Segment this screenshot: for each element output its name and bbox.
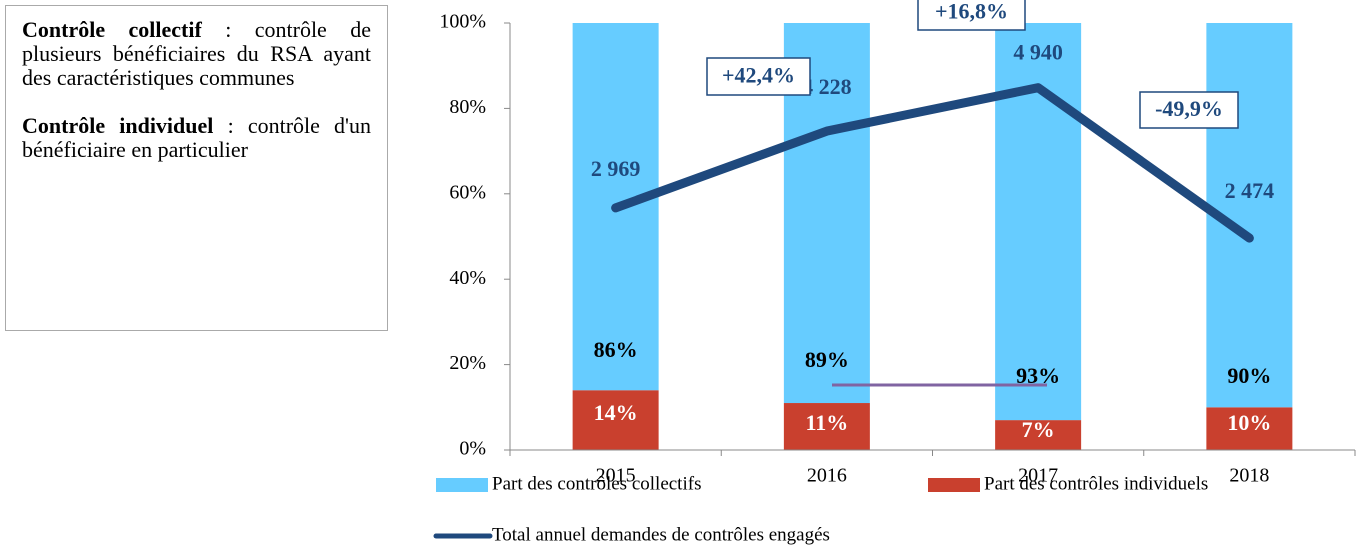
y-tick-label: 80% xyxy=(449,96,486,118)
value-label: 2 969 xyxy=(591,156,641,181)
value-label: 11% xyxy=(805,410,848,435)
annotation-box xyxy=(1139,91,1239,129)
bar xyxy=(783,403,870,450)
definition-text: : contrôle de plusieurs bénéficiaires du… xyxy=(22,17,372,90)
bar xyxy=(995,23,1082,421)
annotation: +42,4% xyxy=(722,63,795,88)
value-label: 93% xyxy=(1016,363,1060,388)
legend-swatch xyxy=(928,478,980,492)
definition-box: Contrôle collectif : contrôle de plusieu… xyxy=(5,5,388,331)
y-tick-label: 0% xyxy=(459,438,486,460)
annotation-box xyxy=(706,57,811,96)
value-label: 86% xyxy=(594,337,638,362)
value-label: 7% xyxy=(1022,417,1055,442)
legend-label: Part des contrôles individuels xyxy=(984,473,1208,494)
legend-swatch xyxy=(436,478,488,492)
value-label: 90% xyxy=(1227,363,1271,388)
annotation: +16,8% xyxy=(935,0,1008,24)
definition: Contrôle collectif : contrôle de plusieu… xyxy=(22,18,371,90)
x-tick-label: 2018 xyxy=(1229,465,1269,487)
definition: Contrôle individuel : contrôle d'un béné… xyxy=(22,114,371,162)
y-tick-label: 20% xyxy=(449,352,486,374)
value-label: 4 940 xyxy=(1013,40,1063,65)
annotation-box xyxy=(917,0,1026,31)
line xyxy=(611,83,1254,243)
y-tick-label: 100% xyxy=(439,11,486,33)
annotation: -49,9% xyxy=(1155,96,1223,121)
x-tick-label: 2015 xyxy=(596,465,636,487)
term: Contrôle collectif xyxy=(22,17,202,42)
legend-label: Part des contrôles collectifs xyxy=(492,473,701,494)
value-label: 89% xyxy=(805,347,849,372)
legend-label: Total annuel demandes de contrôles engag… xyxy=(492,524,830,545)
x-tick-label: 2016 xyxy=(807,465,847,487)
term: Contrôle individuel xyxy=(22,113,214,138)
y-tick-label: 60% xyxy=(449,181,486,203)
value-label: 14% xyxy=(594,400,638,425)
value-label: 2 474 xyxy=(1225,178,1275,203)
definition-text: : contrôle d'un bénéficiaire en particul… xyxy=(22,113,372,162)
bar xyxy=(572,390,659,450)
x-tick-label: 2017 xyxy=(1018,465,1058,487)
bar xyxy=(1206,407,1293,450)
value-label: 10% xyxy=(1227,410,1271,435)
y-tick-label: 40% xyxy=(449,267,486,289)
bar xyxy=(995,420,1082,450)
